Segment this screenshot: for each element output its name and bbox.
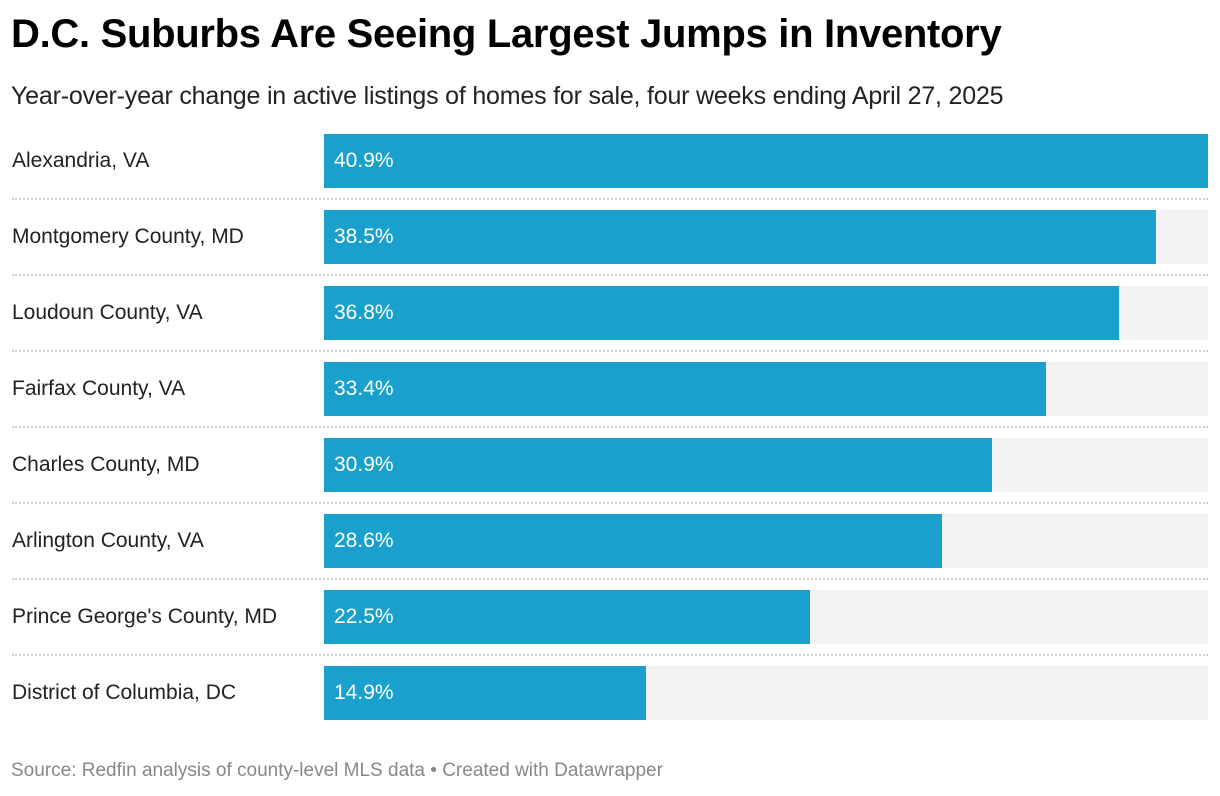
row-separator [12, 502, 1208, 504]
row-separator [12, 578, 1208, 580]
bar-row: District of Columbia, DC 14.9% [0, 666, 1208, 720]
bar [324, 666, 646, 720]
bar-value-label: 22.5% [334, 605, 394, 628]
category-label: Loudoun County, VA [12, 301, 203, 324]
bar-track: 33.4% [324, 362, 1208, 416]
chart-subtitle: Year-over-year change in active listings… [11, 82, 1004, 110]
bar [324, 514, 942, 568]
category-label: Montgomery County, MD [12, 225, 244, 248]
category-label: Prince George's County, MD [12, 605, 278, 628]
row-separator [12, 198, 1208, 200]
bar-track: 38.5% [324, 210, 1208, 264]
row-separator [12, 426, 1208, 428]
bar [324, 286, 1119, 340]
bar-row: Charles County, MD 30.9% [0, 438, 1208, 492]
bar-value-label: 33.4% [334, 377, 394, 400]
chart-footer: Source: Redfin analysis of county-level … [11, 760, 663, 781]
bar-track: 22.5% [324, 590, 1208, 644]
category-label: Alexandria, VA [12, 149, 150, 172]
row-separator [12, 654, 1208, 656]
bar-track: 28.6% [324, 514, 1208, 568]
bar [324, 590, 810, 644]
bar-value-label: 36.8% [334, 301, 394, 324]
bar-row: Fairfax County, VA 33.4% [0, 362, 1208, 416]
category-label: Charles County, MD [12, 453, 200, 476]
bar-track: 40.9% [324, 134, 1208, 188]
bar-track: 30.9% [324, 438, 1208, 492]
bar-row: Montgomery County, MD 38.5% [0, 210, 1208, 264]
category-label: Fairfax County, VA [12, 377, 186, 400]
bar-row: Alexandria, VA 40.9% [0, 134, 1208, 188]
bar-track: 14.9% [324, 666, 1208, 720]
bar-value-label: 38.5% [334, 225, 394, 248]
bar-value-label: 30.9% [334, 453, 394, 476]
category-label: Arlington County, VA [12, 529, 204, 552]
chart-title: D.C. Suburbs Are Seeing Largest Jumps in… [11, 12, 1002, 56]
bar [324, 210, 1156, 264]
bar-row: Prince George's County, MD 22.5% [0, 590, 1208, 644]
bar [324, 134, 1208, 188]
bar-value-label: 40.9% [334, 149, 394, 172]
bar-track: 36.8% [324, 286, 1208, 340]
row-separator [12, 274, 1208, 276]
category-label: District of Columbia, DC [12, 681, 237, 704]
bar-row: Loudoun County, VA 36.8% [0, 286, 1208, 340]
row-separator [12, 350, 1208, 352]
bar-value-label: 28.6% [334, 529, 394, 552]
bar-value-label: 14.9% [334, 681, 394, 704]
bar [324, 362, 1046, 416]
bar-row: Arlington County, VA 28.6% [0, 514, 1208, 568]
bar [324, 438, 992, 492]
